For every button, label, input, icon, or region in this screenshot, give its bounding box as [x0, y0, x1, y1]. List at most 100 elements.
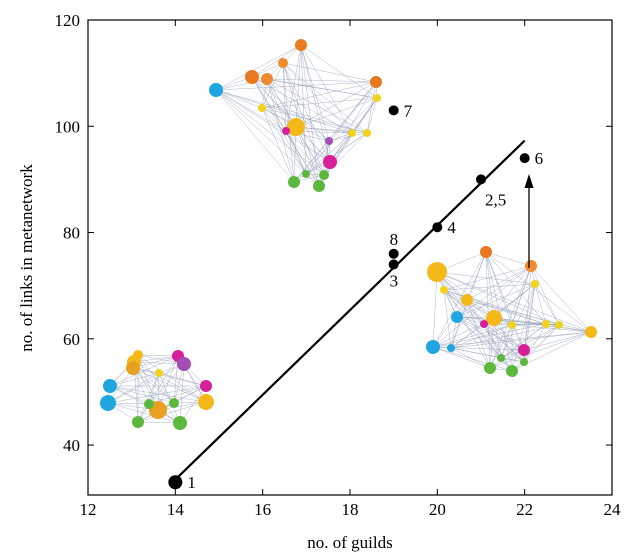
network-edge	[432, 251, 487, 348]
network-edge	[266, 78, 295, 183]
network-edge	[107, 372, 160, 404]
network-edge	[282, 62, 331, 163]
point	[519, 153, 530, 164]
point	[168, 475, 183, 490]
network-node	[198, 394, 214, 410]
y-tick-label: 80	[63, 224, 80, 243]
network-edge	[133, 355, 179, 363]
network-edge	[293, 140, 330, 183]
network-edge	[443, 289, 452, 349]
network-edge	[109, 385, 150, 405]
network-edge	[148, 363, 185, 405]
network-edge	[282, 62, 353, 134]
network-edge	[293, 81, 377, 183]
network-edge	[485, 251, 495, 319]
network-edge	[137, 354, 185, 365]
network-edge	[534, 283, 560, 326]
network-edge	[500, 324, 560, 359]
network-node	[508, 321, 516, 329]
network-edge	[466, 265, 532, 301]
network-edge	[305, 132, 368, 175]
network-edge	[137, 372, 160, 423]
network-edge	[450, 324, 560, 349]
network-node	[370, 76, 382, 88]
network-edge	[300, 44, 353, 134]
network-node	[261, 73, 273, 85]
network-edge	[148, 372, 160, 405]
network-node	[440, 286, 448, 294]
point-label: 8	[390, 230, 399, 249]
network-edge	[456, 265, 532, 318]
network-edge	[436, 271, 560, 326]
network-node	[200, 380, 212, 392]
network-node	[209, 83, 223, 97]
network-edge	[285, 44, 302, 132]
x-axis-label: no. of guilds	[307, 533, 392, 552]
network-edge	[485, 251, 547, 325]
point-label: 4	[447, 218, 456, 237]
network-edge	[137, 354, 175, 404]
network-node	[497, 354, 505, 362]
network-edge	[266, 78, 378, 99]
x-tick-label: 16	[254, 500, 271, 519]
y-tick-label: 120	[55, 11, 81, 30]
network-node	[461, 294, 473, 306]
network-edge	[215, 44, 302, 91]
network-edge	[450, 331, 592, 349]
network-edge	[109, 385, 175, 404]
network-edge	[133, 361, 207, 403]
point	[388, 248, 399, 259]
network-edge	[511, 324, 592, 333]
network-node	[427, 262, 447, 282]
network-edge	[530, 265, 560, 326]
network-node	[288, 176, 300, 188]
network-edge	[285, 130, 307, 175]
network-node	[258, 104, 266, 112]
network-edge	[523, 331, 592, 351]
network-edge	[328, 132, 368, 142]
network-node	[426, 340, 440, 354]
network-node	[319, 170, 329, 180]
network-node	[525, 260, 537, 272]
network-edge	[133, 361, 175, 404]
network-edge	[466, 299, 491, 369]
network-edge	[305, 81, 377, 175]
network-edge	[443, 265, 532, 291]
point-label: 2,5	[485, 190, 506, 209]
network-edge	[466, 299, 592, 333]
network-edge	[328, 132, 353, 142]
network-edge	[443, 283, 536, 291]
network-edge	[436, 271, 525, 363]
network-edge	[432, 324, 513, 348]
network-edge	[300, 44, 378, 99]
network-edge	[295, 126, 320, 187]
network-edge	[456, 283, 536, 318]
network-edge	[450, 299, 468, 349]
network-edge	[285, 130, 331, 163]
network-edge	[485, 251, 513, 326]
network-edge	[215, 89, 325, 176]
x-tick-label: 22	[516, 500, 533, 519]
network-node	[295, 39, 307, 51]
network-edge	[523, 324, 560, 351]
network-edge	[318, 97, 378, 187]
network-node	[480, 320, 488, 328]
network-node	[287, 118, 305, 136]
network-node	[278, 58, 288, 68]
network-node	[506, 365, 518, 377]
network-edge	[295, 81, 377, 128]
network-edge	[215, 89, 320, 187]
network-node	[486, 310, 502, 326]
network-edge	[215, 89, 287, 132]
point	[432, 222, 443, 233]
network-node	[100, 395, 116, 411]
network-edge	[366, 97, 378, 134]
network-edge	[137, 401, 207, 423]
x-tick-label: 12	[80, 500, 97, 519]
network-node	[373, 94, 381, 102]
network-node	[245, 70, 259, 84]
network-edge	[450, 323, 485, 349]
network-node	[325, 137, 333, 145]
y-axis-label: no. of links in metanetwork	[17, 164, 36, 352]
